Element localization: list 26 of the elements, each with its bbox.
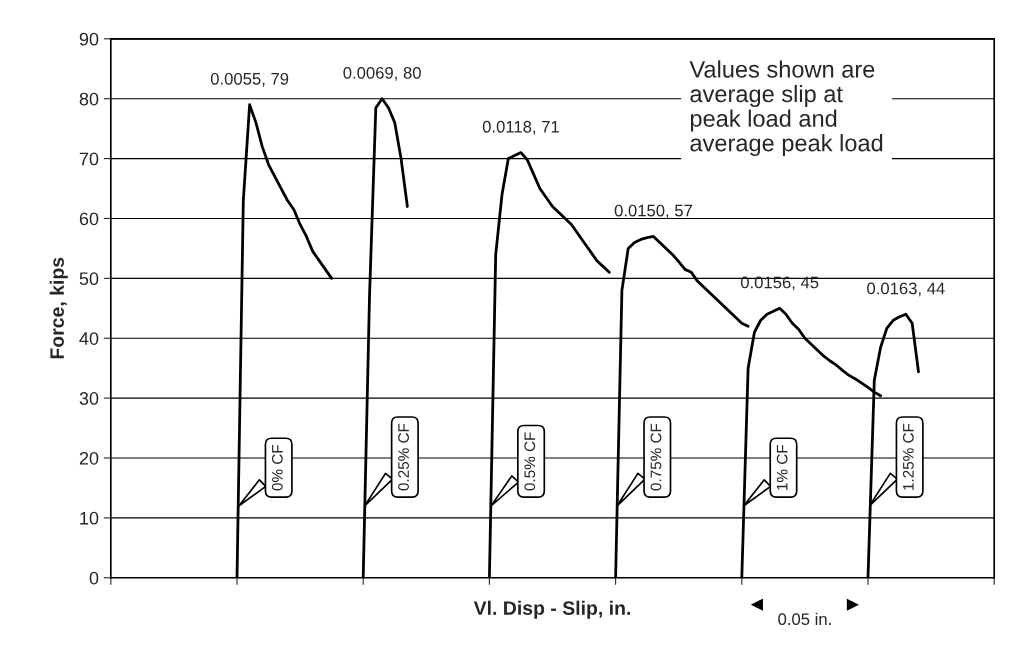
text: 0.25% CF (398, 423, 409, 491)
y-tick-label: 50 (79, 272, 99, 286)
x-axis-title: Vl. Disp - Slip, in. (473, 600, 631, 619)
annotation: 0.0150, 57 (614, 204, 693, 219)
text: 0.05 in. (778, 612, 831, 626)
annotation: 0.0055, 79 (210, 72, 289, 87)
text: 1% CF (776, 444, 788, 490)
y-tick-label: 70 (79, 152, 99, 166)
y-tick-label: 30 (79, 392, 99, 405)
annotation: 0.0156, 45 (740, 276, 819, 291)
annotation: 0.0163, 44 (867, 282, 945, 297)
text: 0.75% CF (650, 423, 662, 491)
annotation: Values shown are average slip at peak load and average peak load (689, 60, 883, 157)
y-tick-label: 10 (80, 511, 99, 525)
y-tick-label: 20 (79, 451, 99, 465)
text: 1.25% CF (902, 423, 914, 490)
y-tick-label: 0 (89, 571, 99, 585)
y-tick-label: 60 (79, 212, 99, 226)
text: 0% CF (271, 444, 283, 491)
annotation: 0.0118, 71 (482, 120, 559, 135)
annotation: 0.0069, 80 (343, 66, 421, 81)
y-axis-title: Force, kips (49, 257, 68, 359)
y-tick-label: 90 (79, 32, 99, 46)
text: 0.5% CF (524, 432, 536, 491)
y-tick-label: 40 (79, 332, 99, 345)
y-tick-label: 80 (79, 92, 99, 106)
